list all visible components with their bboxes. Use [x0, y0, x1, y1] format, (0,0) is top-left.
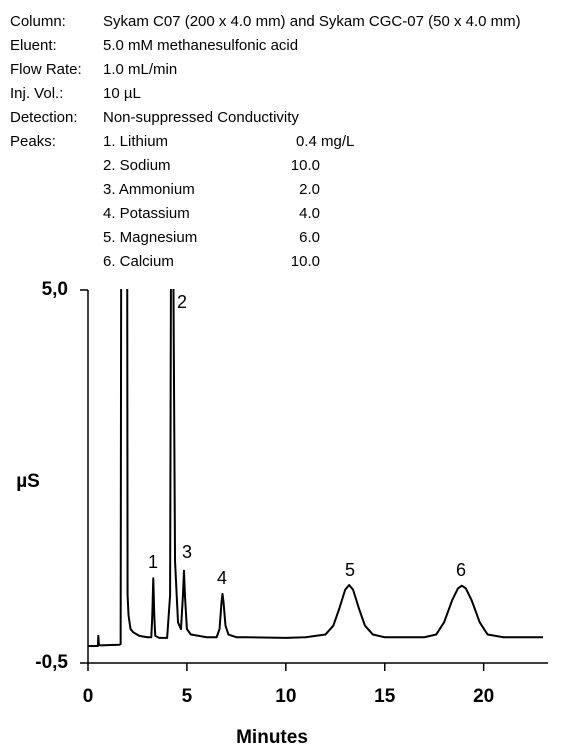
peak-concentration: 2.0 [299, 181, 320, 198]
condition-label: Column: [10, 13, 66, 30]
condition-value: Sykam C07 (200 x 4.0 mm) and Sykam CGC-0… [103, 13, 521, 30]
y-axis-title: µS [16, 471, 40, 492]
condition-label: Flow Rate: [10, 61, 82, 78]
y-tick-label: 5,0 [42, 279, 68, 300]
condition-value: 10 µL [103, 85, 141, 102]
x-tick-label: 0 [83, 686, 94, 707]
y-tick-label: -0,5 [35, 652, 68, 673]
peak-name: 4. Potassium [103, 205, 190, 222]
peak-label: 5 [345, 560, 355, 580]
peak-label: 1 [148, 552, 158, 572]
peak-label: 2 [177, 292, 187, 312]
peak-concentration: 10.0 [291, 253, 320, 270]
peak-label: 6 [456, 560, 466, 580]
chromatogram-line [88, 289, 543, 648]
condition-value: Non-suppressed Conductivity [103, 109, 299, 126]
peak-name: 2. Sodium [103, 157, 171, 174]
condition-label: Inj. Vol.: [10, 85, 63, 102]
peak-label: 3 [182, 542, 192, 562]
x-tick-label: 10 [275, 686, 296, 707]
condition-label: Eluent: [10, 37, 57, 54]
peak-concentration: 0.4 mg/L [296, 133, 354, 150]
plot-area [88, 289, 543, 648]
peak-label: 4 [217, 568, 227, 588]
x-tick-label: 5 [182, 686, 193, 707]
peak-concentration: 6.0 [299, 229, 320, 246]
peak-name: 5. Magnesium [103, 229, 197, 246]
peak-name: 6. Calcium [103, 253, 174, 270]
condition-value: 1.0 mL/min [103, 61, 177, 78]
condition-label: Detection: [10, 109, 78, 126]
peak-name: 1. Lithium [103, 133, 168, 150]
peak-name: 3. Ammonium [103, 181, 195, 198]
peak-concentration: 4.0 [299, 205, 320, 222]
x-tick-label: 20 [473, 686, 494, 707]
x-tick-label: 15 [374, 686, 396, 707]
condition-value: 5.0 mM methanesulfonic acid [103, 37, 298, 54]
x-axis-title: Minutes [236, 727, 308, 748]
peaks-label: Peaks: [10, 133, 56, 150]
peak-concentration: 10.0 [291, 157, 320, 174]
